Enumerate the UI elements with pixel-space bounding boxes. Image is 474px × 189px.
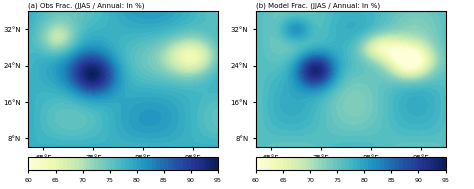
Text: (a) Obs Frac. (JJAS / Annual: In %): (a) Obs Frac. (JJAS / Annual: In %) — [28, 2, 145, 9]
Text: (b) Model Frac. (JJAS / Annual: In %): (b) Model Frac. (JJAS / Annual: In %) — [256, 2, 380, 9]
